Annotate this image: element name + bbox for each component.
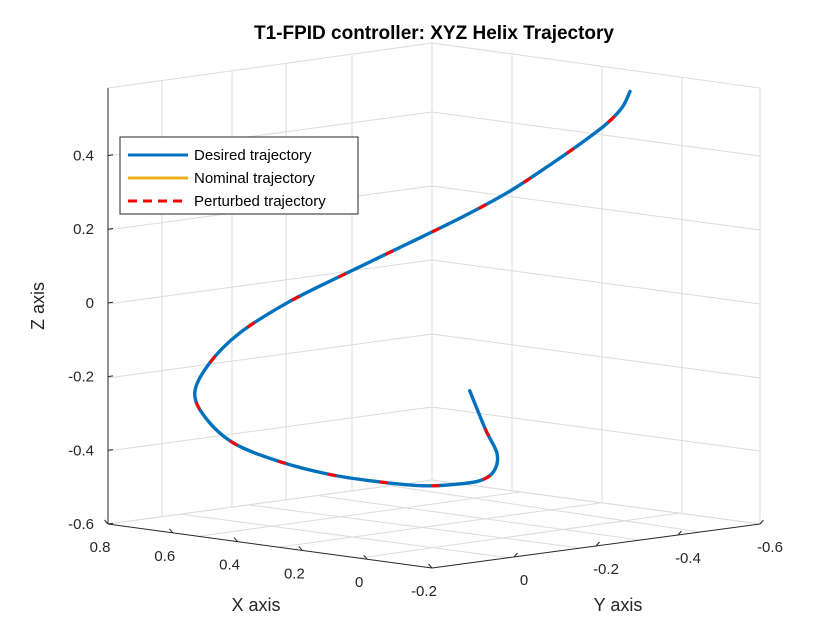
grid-line: [107, 185, 761, 231]
z-tick-mark: [107, 375, 114, 378]
z-tick-mark: [107, 228, 114, 230]
y-tick-label: -0.6: [757, 539, 783, 556]
z-tick-label: -0.6: [68, 516, 94, 533]
y-tick-mark: [677, 530, 682, 536]
grid-line: [359, 512, 681, 559]
z-tick-mark: [107, 449, 114, 451]
x-tick-label: 0: [355, 574, 363, 591]
legend-label-perturbed: Perturbed trajectory: [194, 193, 326, 210]
x-tick-mark: [104, 519, 109, 525]
trajectory-lines: [193, 89, 632, 488]
grid-line: [199, 491, 521, 537]
grid-line: [279, 502, 601, 548]
legend: Desired trajectory Nominal trajectory Pe…: [119, 136, 359, 215]
x-axis-label: X axis: [231, 595, 280, 615]
grid-line: [107, 333, 761, 379]
x-tick-mark: [428, 563, 433, 569]
trajectory-line-desired: [193, 89, 632, 488]
x-tick-label: 0.6: [154, 548, 175, 565]
grid-line: [107, 479, 433, 525]
y-tick-label: 0: [520, 572, 528, 589]
grid-line: [431, 479, 761, 525]
x-tick-label: 0.8: [90, 539, 111, 556]
z-tick-label: -0.4: [68, 442, 94, 459]
x-tick-mark: [233, 537, 238, 542]
grid-line: [107, 259, 761, 305]
z-tick-label: 0: [86, 295, 94, 312]
x-tick-mark: [298, 546, 303, 551]
z-tick-label: 0.4: [73, 148, 94, 165]
chart-title: T1-FPID controller: XYZ Helix Trajectory: [254, 23, 614, 44]
y-axis-label: Y axis: [594, 595, 643, 615]
y-tick-mark: [513, 552, 518, 558]
x-tick-mark: [363, 554, 368, 560]
grid-line: [249, 504, 581, 549]
z-tick-label: 0.2: [73, 221, 94, 238]
y-tick-label: -0.2: [593, 561, 619, 578]
grid-line: [319, 495, 641, 541]
x-axis-line: [107, 523, 433, 569]
z-tick-mark: [107, 154, 114, 156]
y-tick-mark: [595, 541, 600, 547]
legend-label-desired: Desired trajectory: [194, 147, 312, 164]
z-tick-label: -0.2: [68, 369, 94, 386]
z-tick-mark: [107, 522, 114, 525]
legend-label-nominal: Nominal trajectory: [194, 170, 315, 187]
y-tick-mark: [759, 519, 764, 525]
grid-line: [391, 485, 701, 533]
tick-labels: 0.4 0.2 0 -0.2 -0.4 -0.6 0.8 0.6 0.4 0.2 0 -0.2 0 -0.…: [68, 148, 783, 601]
grid-line: [179, 513, 511, 559]
z-axis-label: Z axis: [28, 282, 48, 330]
z-tick-mark: [107, 301, 114, 304]
y-tick-label: -0.4: [675, 550, 701, 567]
grid-line: [107, 406, 761, 452]
x-tick-mark: [168, 528, 174, 534]
grid-lines: [107, 42, 761, 559]
x-tick-label: 0.2: [284, 565, 305, 582]
x-tick-label: -0.2: [411, 583, 437, 600]
x-tick-label: 0.4: [219, 557, 240, 574]
